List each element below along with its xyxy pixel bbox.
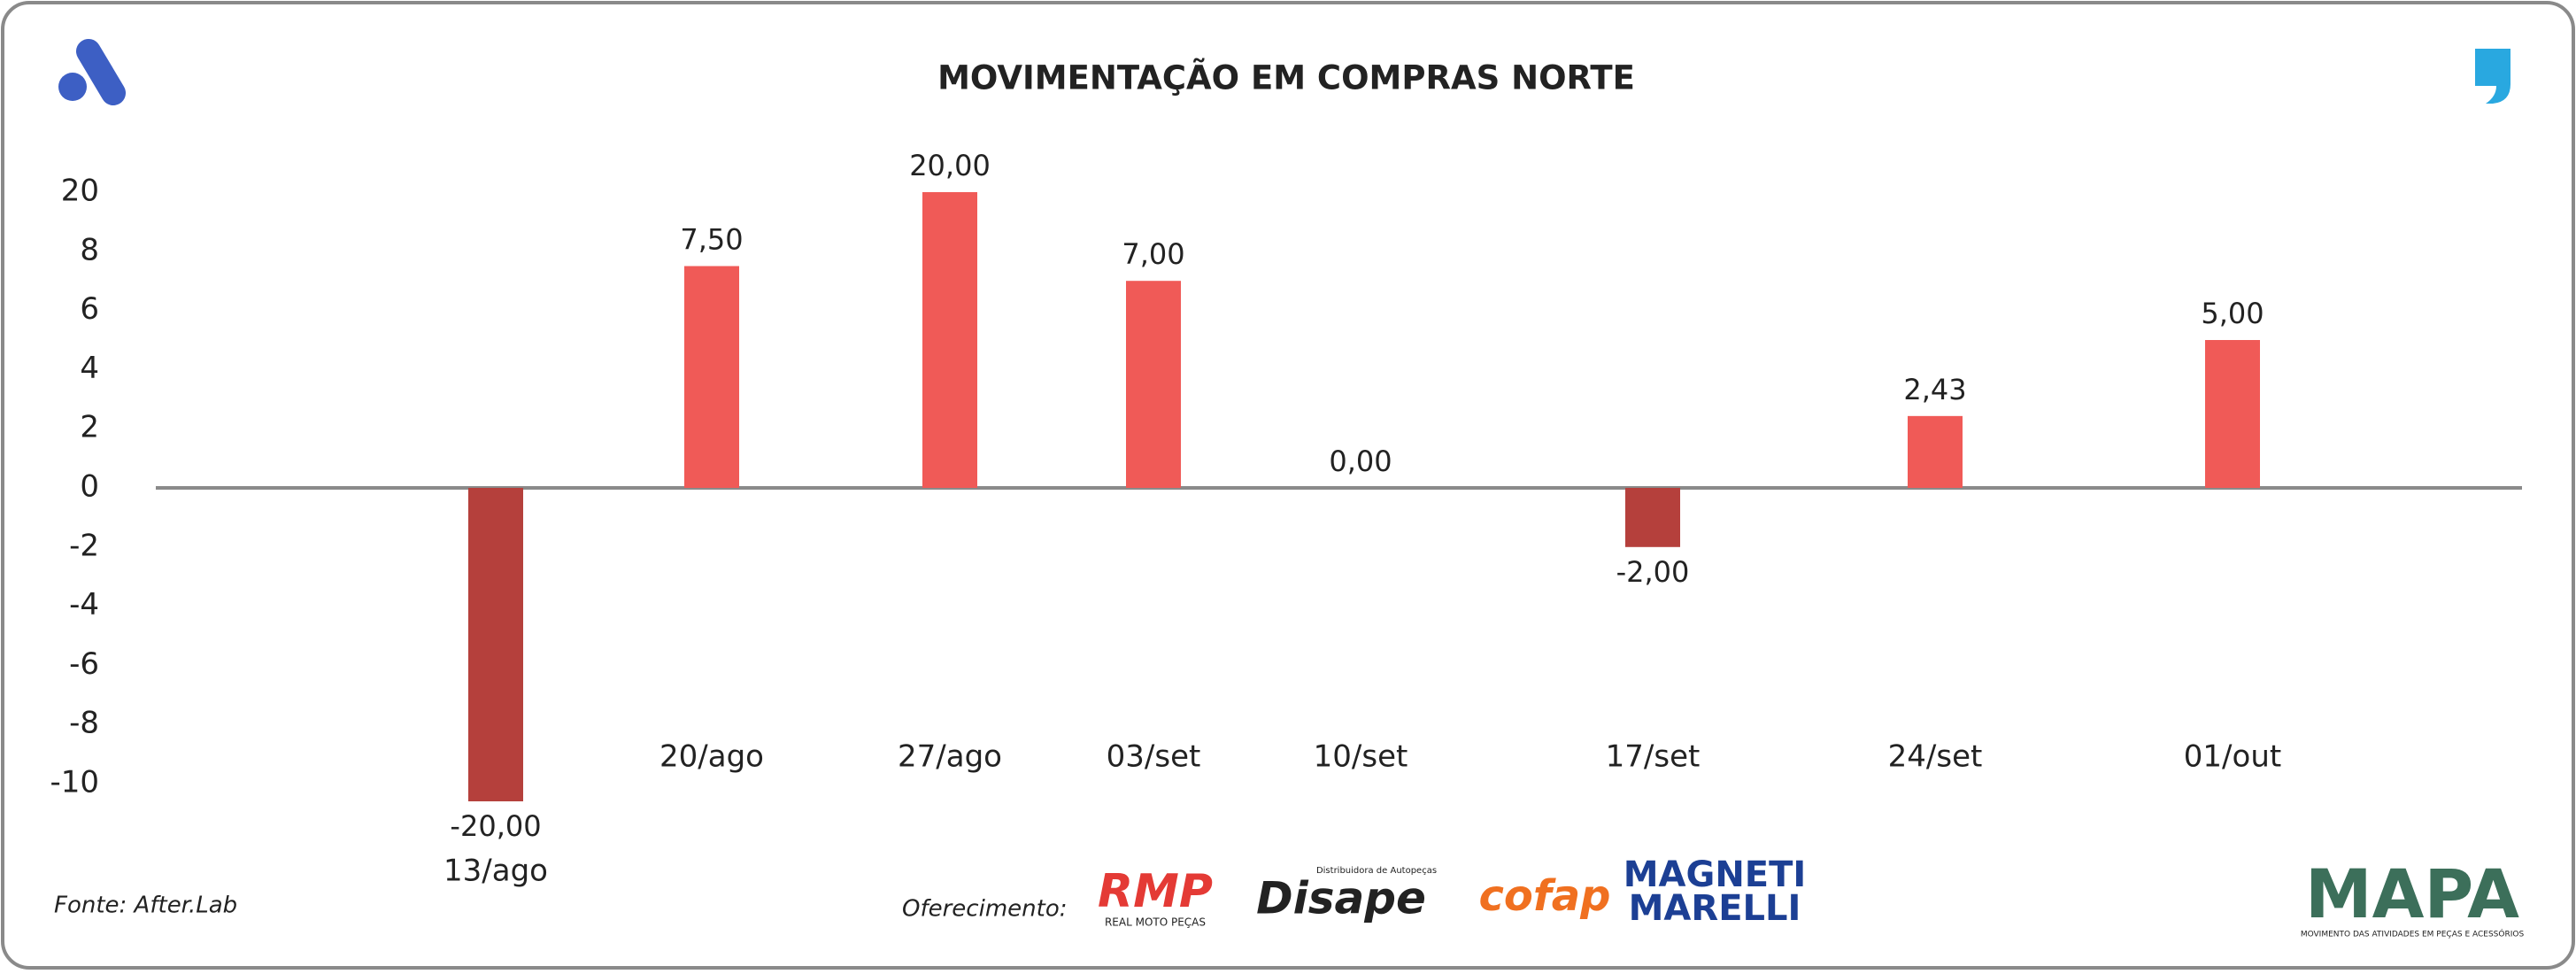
data-label: -20,00 (450, 809, 541, 843)
sponsor-label: Oferecimento: (902, 896, 1067, 923)
bar (922, 192, 977, 488)
y-tick-label: 8 (80, 232, 99, 267)
logo-a (58, 39, 126, 105)
y-tick-label: 20 (61, 174, 99, 209)
sponsor-logo: MARELLI (1629, 888, 1801, 929)
y-tick-label: 0 (80, 469, 99, 505)
chart-title: MOVIMENTAÇÃO EM COMPRAS NORTE (937, 58, 1635, 97)
x-tick-label: 13/ago (443, 854, 548, 889)
y-tick-label: 2 (80, 410, 99, 445)
data-label: 0,00 (1329, 444, 1392, 478)
bar (2205, 340, 2260, 488)
data-label: -2,00 (1616, 555, 1690, 589)
x-tick-label: 20/ago (659, 739, 764, 775)
bar (1908, 415, 1963, 488)
y-tick-label: -10 (50, 765, 99, 800)
x-tick-label: 01/out (2184, 739, 2281, 775)
data-label: 20,00 (909, 149, 991, 182)
y-tick-label: 6 (80, 291, 99, 327)
bar (684, 266, 739, 488)
y-tick-label: -4 (69, 587, 99, 622)
brand-logo: MAPA (2305, 854, 2519, 933)
data-label: 7,50 (680, 223, 743, 257)
sponsor-logo: cofap (1478, 871, 1610, 921)
quote-icon (2475, 49, 2510, 104)
y-tick-label: 4 (80, 351, 99, 386)
sponsor-tagline: Distribuidora de Autopeças (1316, 866, 1437, 876)
x-tick-label: 10/set (1314, 739, 1408, 775)
source: Fonte: After.Lab (54, 893, 237, 919)
data-label: 2,43 (1903, 373, 1966, 406)
x-tick-label: 03/set (1107, 739, 1201, 775)
sponsor-logo: Disape (1256, 873, 1426, 924)
x-tick-label: 17/set (1606, 739, 1701, 775)
data-label: 5,00 (2201, 297, 2264, 330)
bar (1126, 281, 1181, 488)
x-tick-label: 24/set (1888, 739, 1983, 775)
bar (1625, 488, 1680, 547)
sponsor-tagline: REAL MOTO PEÇAS (1105, 916, 1206, 929)
brand-tagline: MOVIMENTO DAS ATIVIDADES EM PEÇAS E ACES… (2301, 929, 2525, 939)
y-tick-label: -8 (69, 706, 99, 741)
y-tick-label: -6 (69, 646, 99, 682)
bar (468, 488, 523, 801)
x-tick-label: 27/ago (898, 739, 1002, 775)
data-label: 7,00 (1122, 237, 1184, 271)
y-tick-label: -2 (69, 528, 99, 563)
sponsor-logo: RMP (1098, 865, 1213, 918)
sponsor-logo: MAGNETI (1623, 854, 1807, 895)
